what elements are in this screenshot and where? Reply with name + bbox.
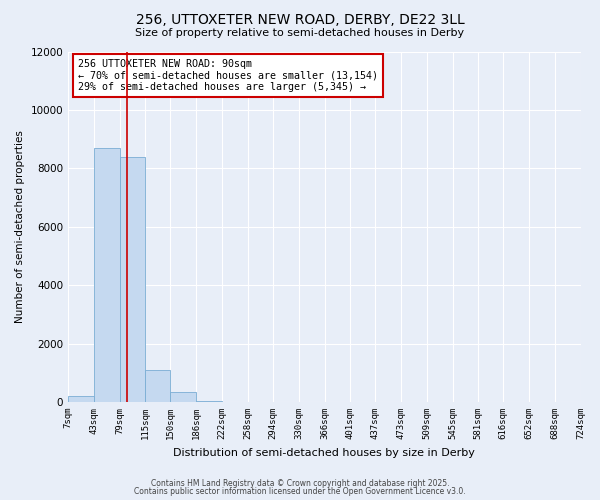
Bar <box>196 400 222 402</box>
Bar <box>94 148 119 402</box>
Bar <box>68 396 94 402</box>
Y-axis label: Number of semi-detached properties: Number of semi-detached properties <box>15 130 25 323</box>
Text: 256 UTTOXETER NEW ROAD: 90sqm
← 70% of semi-detached houses are smaller (13,154): 256 UTTOXETER NEW ROAD: 90sqm ← 70% of s… <box>79 58 379 92</box>
Text: 256, UTTOXETER NEW ROAD, DERBY, DE22 3LL: 256, UTTOXETER NEW ROAD, DERBY, DE22 3LL <box>136 12 464 26</box>
Bar <box>119 156 145 402</box>
Bar <box>170 392 196 402</box>
Bar <box>145 370 170 402</box>
X-axis label: Distribution of semi-detached houses by size in Derby: Distribution of semi-detached houses by … <box>173 448 475 458</box>
Text: Contains HM Land Registry data © Crown copyright and database right 2025.: Contains HM Land Registry data © Crown c… <box>151 478 449 488</box>
Text: Contains public sector information licensed under the Open Government Licence v3: Contains public sector information licen… <box>134 487 466 496</box>
Text: Size of property relative to semi-detached houses in Derby: Size of property relative to semi-detach… <box>136 28 464 38</box>
